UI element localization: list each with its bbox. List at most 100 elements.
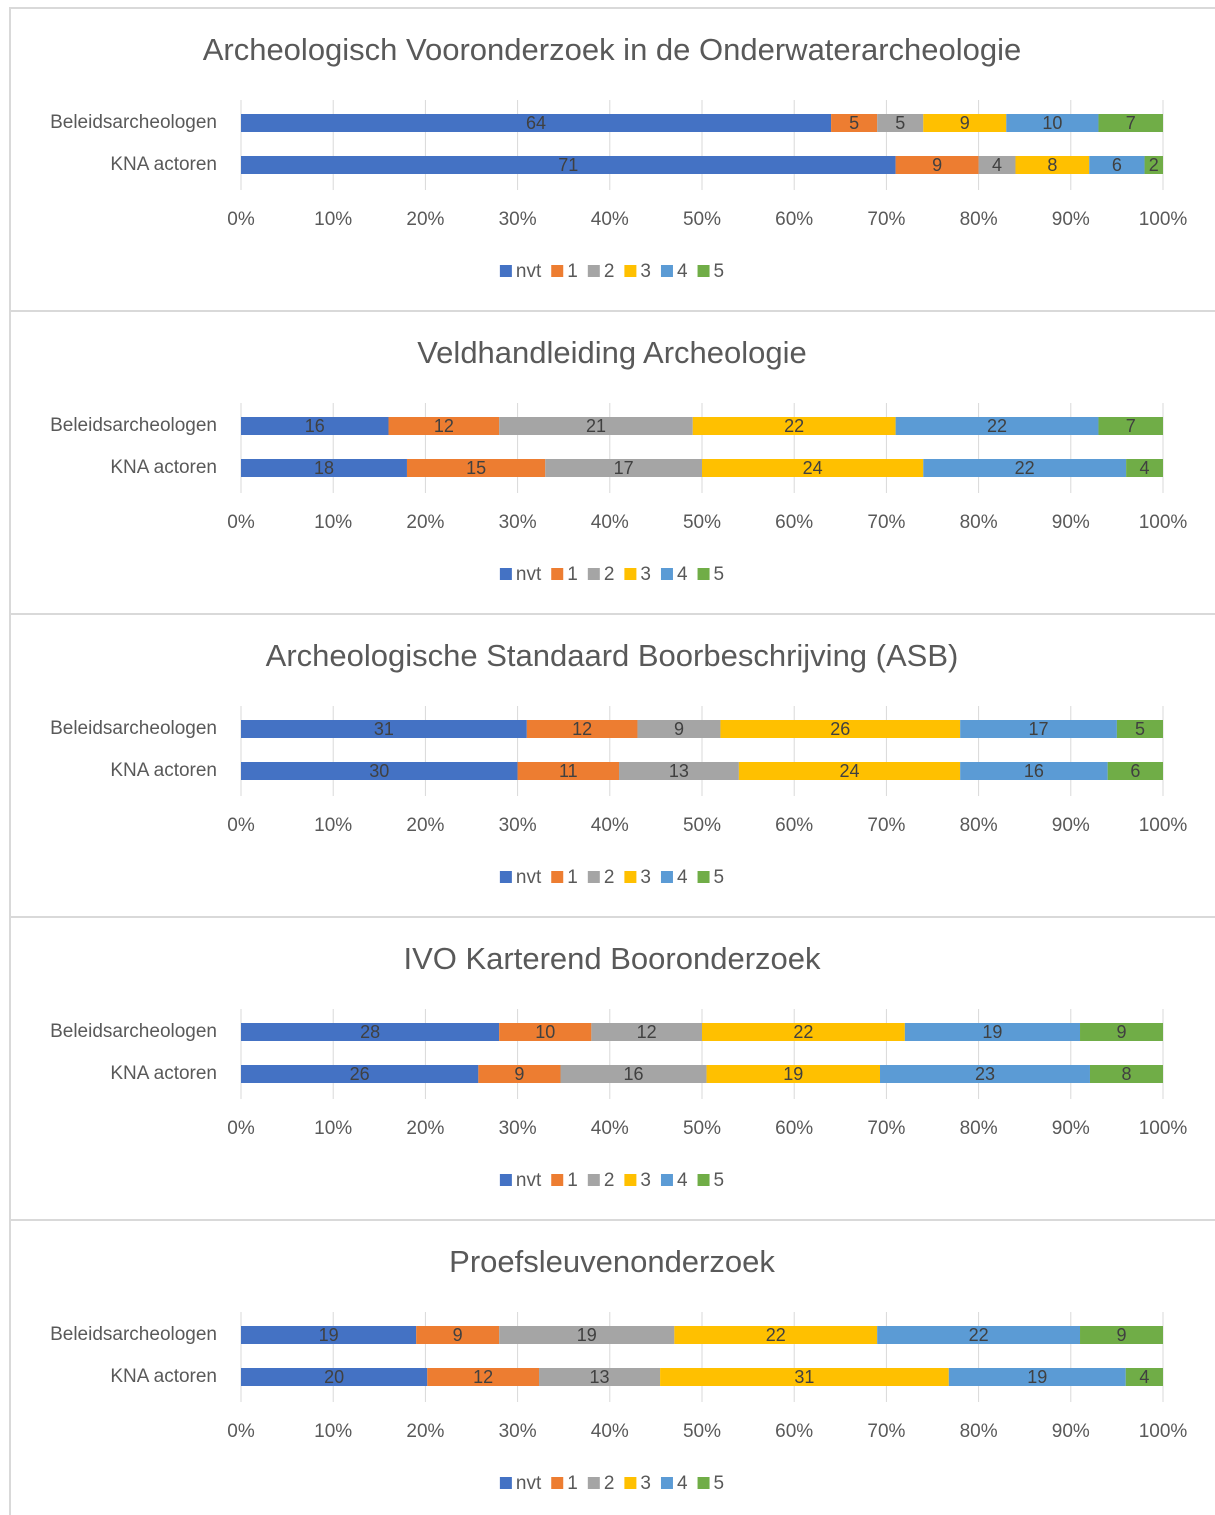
- bar-segment: [241, 114, 832, 132]
- legend-swatch: [624, 871, 637, 883]
- bar-segment: [660, 1368, 949, 1386]
- data-label: 12: [637, 1022, 657, 1042]
- x-tick-label: 40%: [591, 512, 629, 533]
- data-label: 22: [766, 1325, 786, 1345]
- bar-segment: [904, 1023, 1081, 1041]
- data-label: 22: [1015, 458, 1035, 478]
- data-label: 9: [453, 1325, 463, 1345]
- legend-label: 5: [714, 1170, 725, 1191]
- bar-segment: [895, 156, 979, 174]
- bar-segment: [1107, 762, 1163, 780]
- legend-swatch: [624, 1174, 637, 1186]
- bar-segment: [720, 720, 961, 738]
- data-label: 5: [849, 113, 859, 133]
- panel: [9, 1219, 1215, 1515]
- legend-label: 2: [604, 867, 615, 888]
- data-label: 19: [982, 1022, 1002, 1042]
- x-tick-label: 30%: [499, 1118, 537, 1139]
- x-tick-label: 0%: [227, 512, 255, 533]
- data-label: 19: [783, 1064, 803, 1084]
- data-label: 26: [350, 1064, 370, 1084]
- bar-segment: [499, 417, 693, 435]
- bar-segment: [702, 1023, 905, 1041]
- data-label: 10: [1042, 113, 1062, 133]
- data-label: 26: [830, 719, 850, 739]
- legend-swatch: [697, 1477, 710, 1489]
- legend-swatch: [697, 265, 710, 277]
- legend-swatch: [624, 568, 637, 580]
- x-tick-label: 30%: [499, 1421, 537, 1442]
- legend-label: 5: [714, 564, 725, 585]
- bar-segment: [241, 459, 407, 477]
- legend-swatch: [587, 871, 600, 883]
- x-tick-label: 100%: [1139, 512, 1188, 533]
- x-tick-label: 60%: [775, 1421, 813, 1442]
- legend-swatch: [551, 568, 564, 580]
- legend: nvt 1 2 3 4 5: [499, 1170, 725, 1191]
- x-tick-label: 70%: [867, 512, 905, 533]
- legend-label: 1: [567, 564, 578, 585]
- bar-segment: [923, 459, 1127, 477]
- bar-segment: [241, 1326, 417, 1344]
- data-label: 16: [624, 1064, 644, 1084]
- legend-swatch: [697, 871, 710, 883]
- data-label: 8: [1121, 1064, 1131, 1084]
- bar-segment: [388, 417, 500, 435]
- x-tick-label: 100%: [1139, 1118, 1188, 1139]
- data-label: 20: [324, 1367, 344, 1387]
- x-tick-label: 30%: [499, 815, 537, 836]
- legend-swatch: [660, 1174, 673, 1186]
- x-tick-label: 10%: [314, 1118, 352, 1139]
- bar-segment: [241, 720, 527, 738]
- data-label: 15: [466, 458, 486, 478]
- x-tick-label: 80%: [960, 1118, 998, 1139]
- legend-label: 2: [604, 1170, 615, 1191]
- bar-segment: [591, 1023, 702, 1041]
- data-label: 9: [674, 719, 684, 739]
- bar-segment: [1126, 459, 1163, 477]
- data-label: 4: [1139, 1367, 1149, 1387]
- x-tick-label: 60%: [775, 815, 813, 836]
- bar-segment: [499, 1326, 675, 1344]
- bar-segment: [960, 720, 1117, 738]
- bar-segment: [1125, 1368, 1163, 1386]
- chart-title: Proefsleuvenonderzoek: [449, 1244, 775, 1279]
- legend-swatch: [551, 1477, 564, 1489]
- data-label: 7: [1126, 113, 1136, 133]
- category-label: Beleidsarcheologen: [50, 718, 217, 739]
- category-label: Beleidsarcheologen: [50, 1021, 217, 1042]
- x-tick-label: 60%: [775, 1118, 813, 1139]
- x-tick-label: 30%: [499, 209, 537, 230]
- data-label: 22: [987, 416, 1007, 436]
- x-tick-label: 70%: [867, 1421, 905, 1442]
- legend-swatch: [587, 568, 600, 580]
- data-label: 11: [559, 761, 578, 781]
- x-tick-label: 50%: [683, 1118, 721, 1139]
- x-tick-label: 50%: [683, 1421, 721, 1442]
- data-label: 2: [1149, 155, 1159, 175]
- data-label: 17: [1029, 719, 1049, 739]
- bar-segment: [526, 720, 638, 738]
- data-label: 16: [305, 416, 325, 436]
- bar-segment: [560, 1065, 707, 1083]
- legend-label: 2: [604, 564, 615, 585]
- x-tick-label: 20%: [406, 512, 444, 533]
- bar-segment: [517, 762, 620, 780]
- data-label: 5: [895, 113, 905, 133]
- legend-swatch: [499, 265, 512, 277]
- x-tick-label: 50%: [683, 209, 721, 230]
- legend-swatch: [624, 265, 637, 277]
- data-label: 4: [992, 155, 1002, 175]
- bar-segment: [738, 762, 961, 780]
- legend-swatch: [587, 1477, 600, 1489]
- bar-segment: [831, 114, 878, 132]
- data-label: 22: [784, 416, 804, 436]
- data-label: 8: [1047, 155, 1057, 175]
- legend-swatch: [660, 871, 673, 883]
- legend-label: 4: [677, 1170, 688, 1191]
- bar-segment: [1006, 114, 1099, 132]
- x-tick-label: 90%: [1052, 209, 1090, 230]
- bar-segment: [1116, 720, 1163, 738]
